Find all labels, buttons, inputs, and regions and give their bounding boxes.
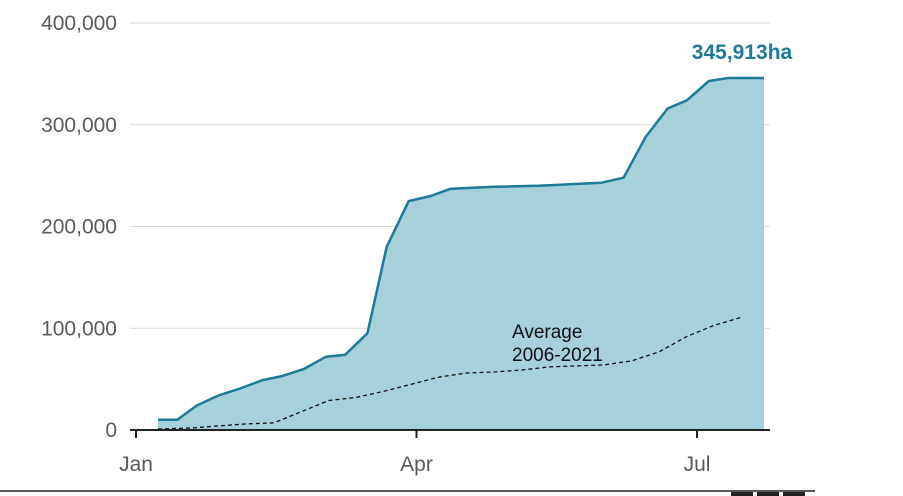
y-tick-label: 0 <box>105 419 117 442</box>
y-tick-label: 200,000 <box>41 216 117 239</box>
y-tick-label: 400,000 <box>41 12 117 35</box>
y-tick-label: 100,000 <box>41 317 117 340</box>
brand-logo-block-2 <box>757 492 779 496</box>
brand-logo-block-3 <box>783 492 805 496</box>
y-tick-label: 300,000 <box>41 114 117 137</box>
x-tick-label: Jan <box>119 453 153 476</box>
brand-logo-block-1 <box>731 492 753 496</box>
end-value-label: 345,913ha <box>692 41 793 64</box>
footer <box>0 490 815 496</box>
average-annotation-line2: 2006-2021 <box>512 345 603 366</box>
x-axis <box>130 429 770 438</box>
area-fill <box>158 78 764 430</box>
tick-labels: 0 100,000 200,000 300,000 400,000 Jan Apr Jul <box>41 12 710 476</box>
x-tick-label: Apr <box>400 453 433 476</box>
burned-area-line <box>158 76 764 422</box>
average-dashed-line <box>157 316 743 430</box>
x-tick-label: Jul <box>684 453 711 476</box>
average-annotation-line1: Average <box>512 322 582 343</box>
series-layer <box>157 76 764 430</box>
